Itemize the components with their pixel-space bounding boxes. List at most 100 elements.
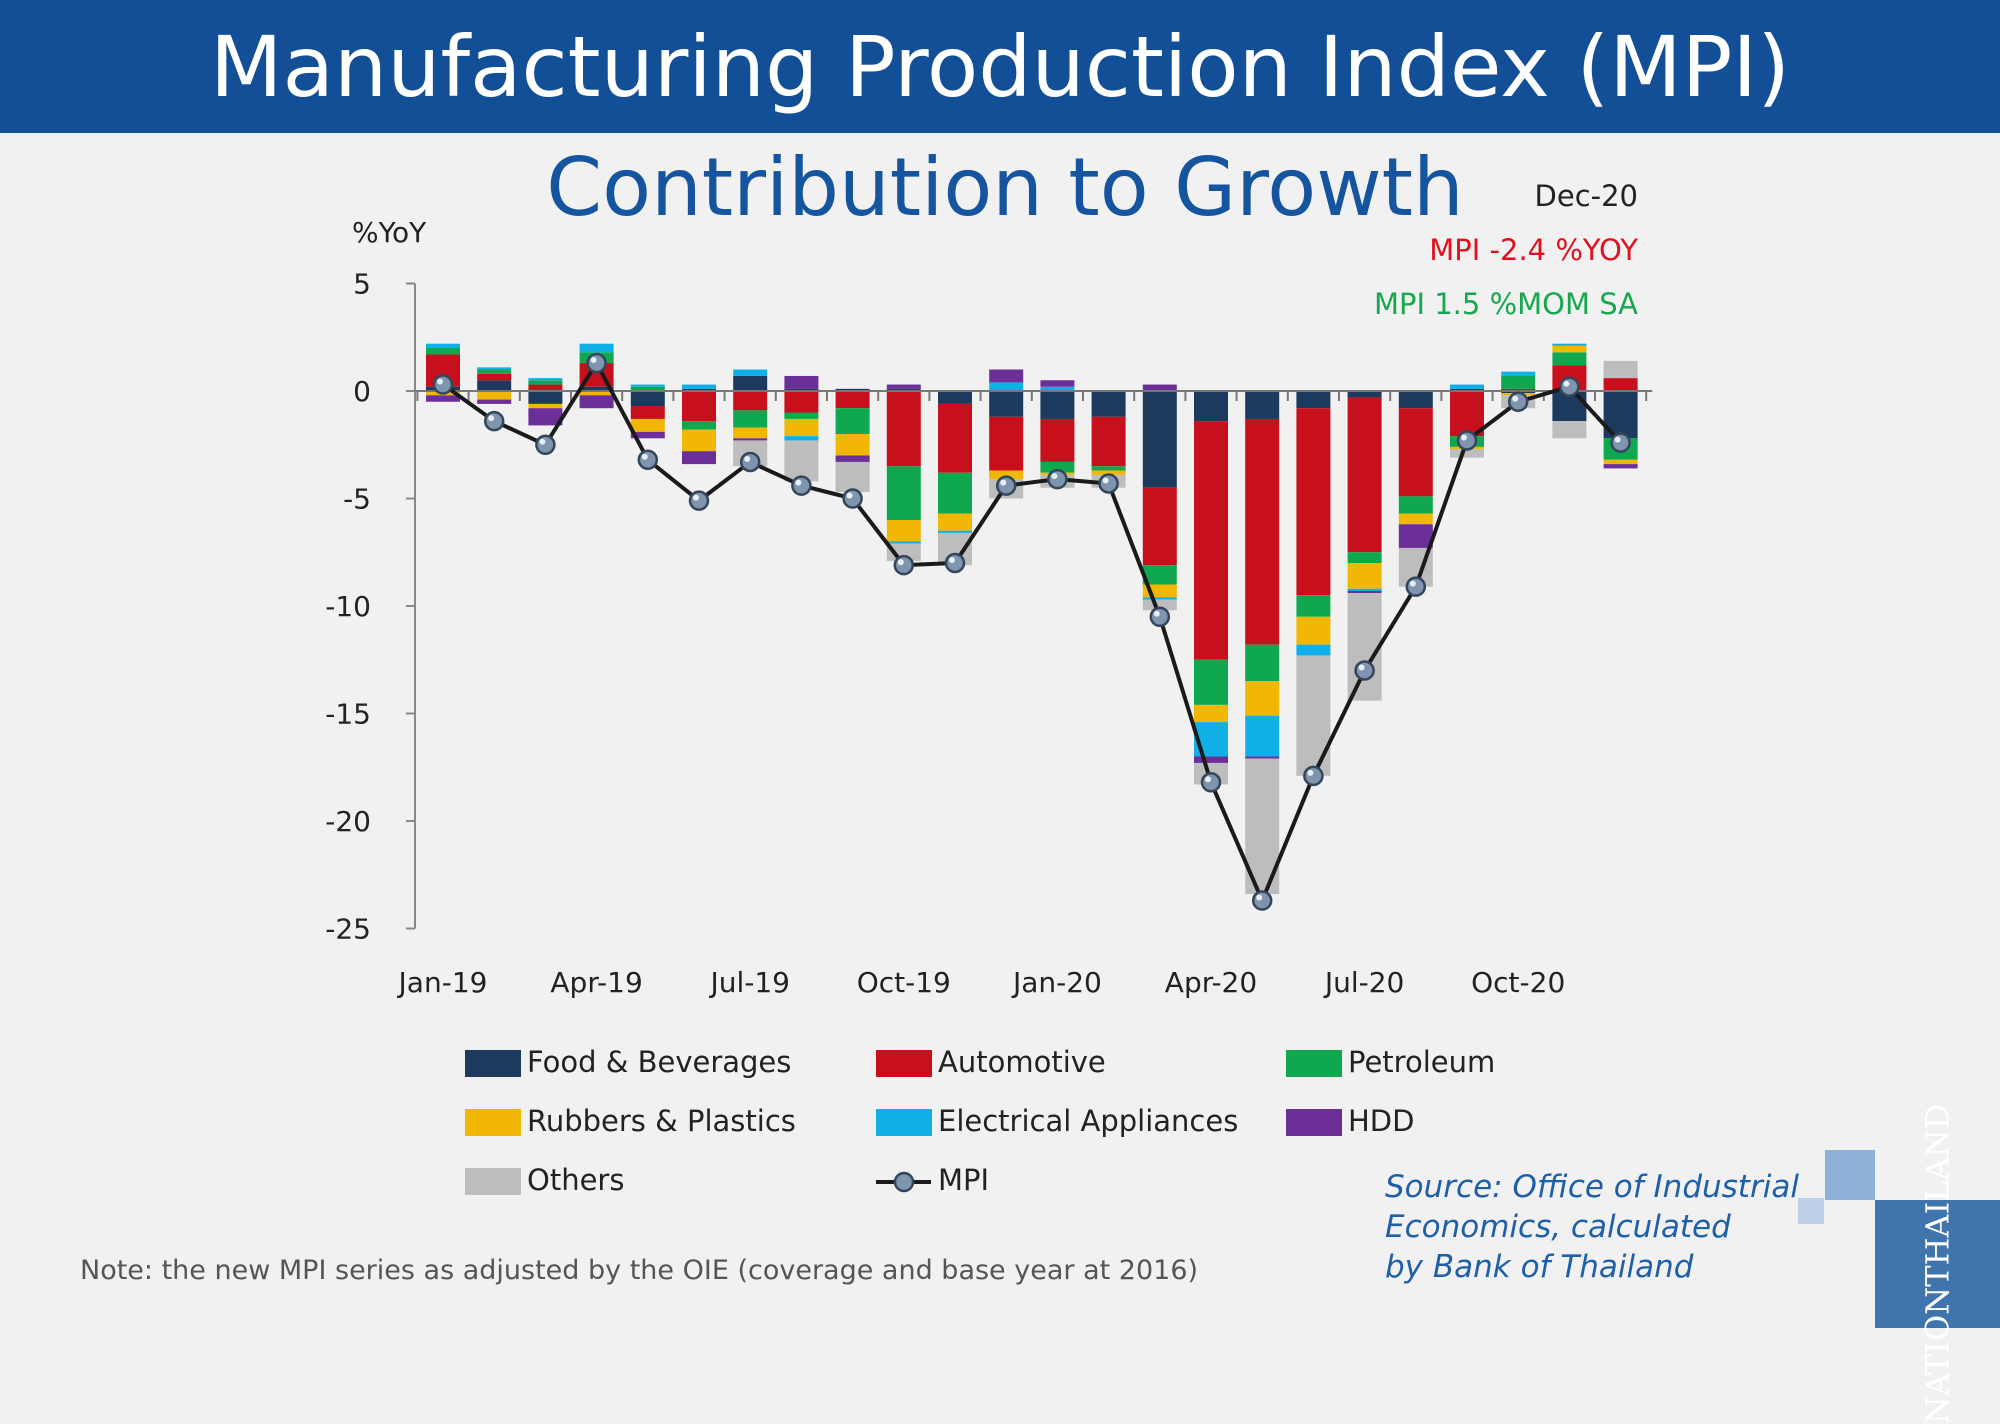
bar-elec [682,384,716,389]
mpi-point [1354,660,1375,681]
y-tick-label: -20 [325,805,371,838]
mpi-line [441,361,1623,903]
legend-marker-mpi [893,1171,915,1193]
bar-elec [528,378,563,381]
mpi-point-highlight [1153,610,1160,617]
legend-swatch-elec [876,1109,932,1136]
legend-swatch-petro [1286,1050,1342,1077]
bar-auto [1347,397,1382,553]
bar-petro [1501,375,1536,389]
mpi-point-highlight [1614,436,1621,443]
bar-rubber [1603,459,1638,465]
brand-logo: NATIONTHAILAND [1875,1104,2000,1424]
bar-auto [938,403,972,473]
bar-petro [1347,552,1382,563]
bar-petro [886,466,921,520]
header-bar: Manufacturing Production Index (MPI) [0,0,2000,133]
bar-auto [1450,391,1484,437]
mpi-line-series [432,352,1631,911]
mpi-point-highlight [1461,434,1467,441]
mpi-point-highlight [949,557,955,563]
mpi-point-highlight [846,492,853,499]
legend-swatch-others [465,1168,521,1195]
bar-rubber [477,391,512,400]
bar-auto [630,406,665,419]
mpi-point [586,352,607,374]
bar-rubber [528,403,563,409]
bar-rubber [1091,470,1126,475]
mpi-point [1610,432,1631,453]
annotation-mom: MPI 1.5 %MOM SA [1374,287,1638,321]
bar-rubber [1552,345,1587,353]
bar-rubber [1347,563,1382,589]
x-tick-label: Jan-19 [397,966,488,999]
y-tick-label: -15 [325,698,371,731]
mpi-point-highlight [641,453,648,460]
bar-elec [733,369,768,376]
bar-elec [630,384,665,387]
bar-petro [630,386,665,391]
bar-hdd [1142,384,1177,391]
bar-auto [1398,408,1433,497]
bar-auto [1040,418,1075,462]
legend-swatch-food [465,1050,521,1077]
mpi-point-highlight [1409,580,1416,587]
note-text: Note: the new MPI series as adjusted by … [80,1255,1199,1286]
bar-elec [1040,386,1075,391]
bar-elec [1347,588,1382,591]
bar-others [1296,655,1331,776]
bar-food [886,388,921,391]
bar-auto [1142,487,1177,566]
bar-food [1194,391,1228,422]
bar-food [1091,391,1126,417]
bar-auto [733,391,768,411]
bar-elec [1296,644,1331,656]
bar-food [682,388,716,391]
bar-petro [1245,644,1280,682]
bar-auto [477,373,512,381]
bar-hdd [579,395,614,409]
bar-elec [938,530,972,533]
mpi-point [995,475,1017,496]
mpi-point-highlight [795,479,802,486]
bar-petro [477,369,512,374]
bar-food [528,391,563,404]
bar-rubber [1296,616,1331,645]
legend-label-rubber: Rubbers & Plastics [527,1104,796,1138]
bar-elec [989,382,1024,391]
bar-food [784,388,819,391]
legend-label-elec: Electrical Appliances [938,1104,1238,1138]
bar-hdd [733,438,768,441]
mpi-point [432,374,454,395]
mpi-point [1559,376,1580,397]
bar-rubber [630,418,665,432]
bar-auto [886,391,921,467]
bar-hdd [1603,464,1638,469]
legend-label-food: Food & Beverages [527,1045,791,1079]
bar-elec [886,541,921,544]
logo-square-small [1798,1198,1824,1224]
mpi-point [1047,468,1068,490]
y-tick-label: -10 [325,590,371,623]
bar-rubber [886,520,921,542]
mpi-point-highlight [897,559,904,566]
bar-rubber [989,470,1024,480]
mpi-point [1251,890,1273,911]
bar-elec [579,343,614,353]
x-tick-label: Jan-20 [1011,966,1102,999]
bar-rubber [1194,704,1228,723]
bar-food [579,386,614,391]
bar-food [938,391,972,404]
bar-auto [1296,408,1331,596]
bar-hdd [477,399,512,404]
legend-label-petro: Petroleum [1348,1045,1495,1079]
mpi-point [1149,606,1171,627]
bar-hdd [1040,380,1075,387]
legend-swatch-rubber [465,1109,521,1136]
bar-rubber [835,434,870,456]
legend: Food & Beverages Automotive Petroleum Rubbe… [465,1045,1495,1197]
mpi-point-highlight [539,438,546,445]
bar-hdd [1398,524,1433,548]
legend-label-mpi: MPI [938,1163,989,1197]
legend-label-others: Others [527,1163,624,1197]
